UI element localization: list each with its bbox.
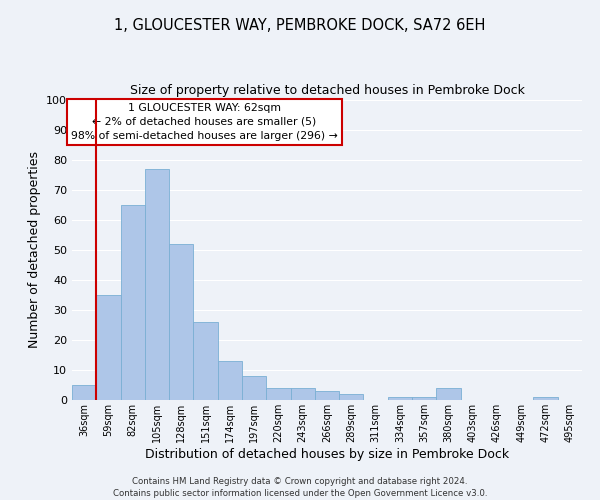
Bar xyxy=(339,394,364,400)
Bar xyxy=(533,397,558,400)
Bar xyxy=(72,385,96,400)
Text: 1 GLOUCESTER WAY: 62sqm
← 2% of detached houses are smaller (5)
98% of semi-deta: 1 GLOUCESTER WAY: 62sqm ← 2% of detached… xyxy=(71,103,338,141)
Title: Size of property relative to detached houses in Pembroke Dock: Size of property relative to detached ho… xyxy=(130,84,524,98)
Bar xyxy=(412,397,436,400)
Bar xyxy=(266,388,290,400)
Bar xyxy=(121,205,145,400)
Bar xyxy=(96,295,121,400)
X-axis label: Distribution of detached houses by size in Pembroke Dock: Distribution of detached houses by size … xyxy=(145,448,509,460)
Bar xyxy=(388,397,412,400)
Bar xyxy=(145,169,169,400)
Y-axis label: Number of detached properties: Number of detached properties xyxy=(28,152,41,348)
Bar xyxy=(169,244,193,400)
Bar xyxy=(315,391,339,400)
Bar xyxy=(193,322,218,400)
Bar xyxy=(436,388,461,400)
Bar xyxy=(290,388,315,400)
Bar xyxy=(242,376,266,400)
Text: Contains HM Land Registry data © Crown copyright and database right 2024.
Contai: Contains HM Land Registry data © Crown c… xyxy=(113,476,487,498)
Text: 1, GLOUCESTER WAY, PEMBROKE DOCK, SA72 6EH: 1, GLOUCESTER WAY, PEMBROKE DOCK, SA72 6… xyxy=(115,18,485,32)
Bar xyxy=(218,361,242,400)
